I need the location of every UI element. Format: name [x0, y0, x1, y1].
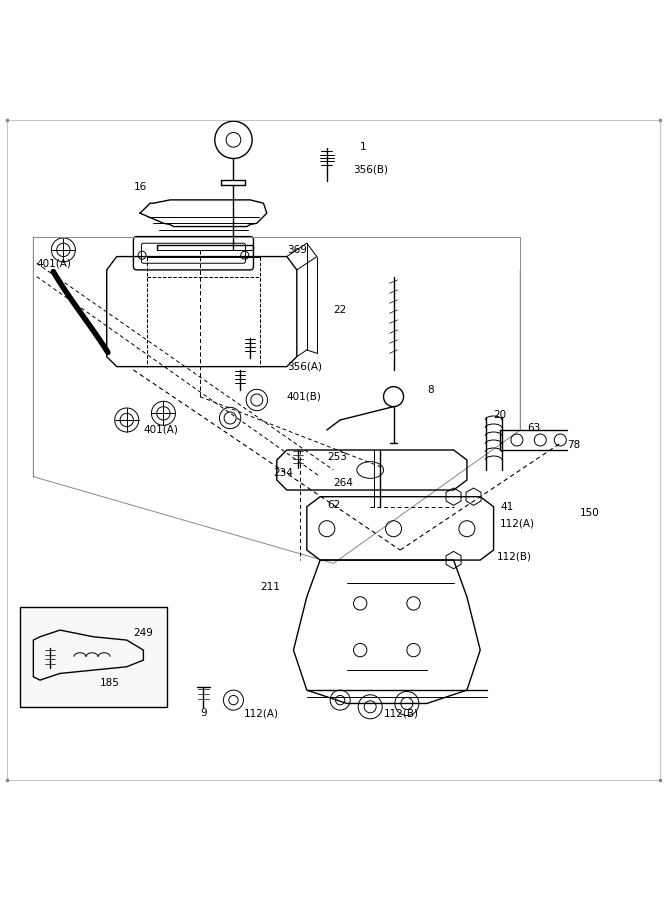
Text: 20: 20 — [494, 410, 507, 419]
Text: 211: 211 — [260, 581, 280, 591]
Text: 112(A): 112(A) — [500, 518, 535, 528]
Text: 16: 16 — [133, 182, 147, 192]
Text: 264: 264 — [334, 479, 354, 489]
Text: 22: 22 — [334, 305, 347, 315]
Text: 249: 249 — [133, 628, 153, 638]
Text: 8: 8 — [427, 385, 434, 395]
Text: 369: 369 — [287, 245, 307, 255]
Text: 63: 63 — [527, 423, 540, 433]
Text: 112(B): 112(B) — [497, 552, 532, 562]
Text: 234: 234 — [273, 468, 293, 478]
Text: 356(A): 356(A) — [287, 362, 321, 372]
Text: 41: 41 — [500, 501, 514, 512]
Text: 150: 150 — [580, 508, 600, 518]
Text: 185: 185 — [100, 679, 120, 688]
Text: 112(A): 112(A) — [243, 708, 278, 718]
Text: 1: 1 — [360, 141, 367, 151]
Text: 78: 78 — [567, 440, 580, 450]
Text: 356(B): 356(B) — [354, 165, 388, 175]
Text: 253: 253 — [327, 452, 347, 462]
Bar — [20, 607, 167, 706]
Text: 9: 9 — [200, 708, 207, 718]
Text: 112(B): 112(B) — [384, 708, 418, 718]
Text: 62: 62 — [327, 500, 340, 509]
Text: 401(A): 401(A) — [143, 425, 178, 435]
Text: 401(A): 401(A) — [37, 258, 71, 268]
Text: 401(B): 401(B) — [287, 392, 321, 401]
